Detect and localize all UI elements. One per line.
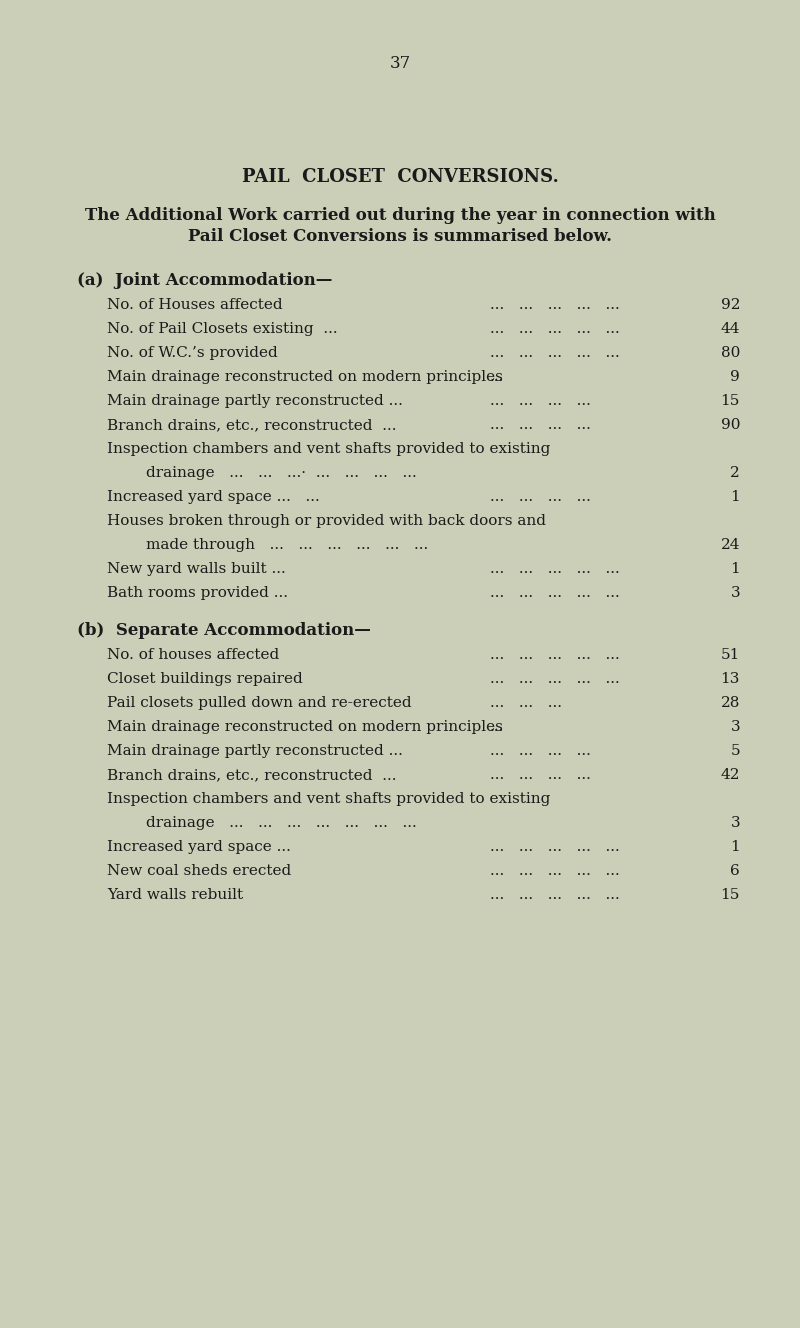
Text: 24: 24: [721, 538, 740, 552]
Text: Inspection chambers and vent shafts provided to existing: Inspection chambers and vent shafts prov…: [107, 442, 550, 456]
Text: ...   ...   ...   ...   ...: ... ... ... ... ...: [490, 841, 620, 854]
Text: 1: 1: [730, 841, 740, 854]
Text: 51: 51: [721, 648, 740, 661]
Text: ...   ...   ...   ...: ... ... ... ...: [490, 418, 591, 432]
Text: Increased yard space ...   ...: Increased yard space ... ...: [107, 490, 320, 505]
Text: Closet buildings repaired: Closet buildings repaired: [107, 672, 302, 687]
Text: ...   ...   ...   ...   ...: ... ... ... ... ...: [490, 321, 620, 336]
Text: 90: 90: [721, 418, 740, 432]
Text: 80: 80: [721, 347, 740, 360]
Text: Increased yard space ...: Increased yard space ...: [107, 841, 291, 854]
Text: ...   ...   ...   ...: ... ... ... ...: [490, 490, 591, 505]
Text: ...   ...   ...   ...: ... ... ... ...: [490, 744, 591, 758]
Text: 3: 3: [730, 815, 740, 830]
Text: Bath rooms provided ...: Bath rooms provided ...: [107, 586, 288, 600]
Text: 1: 1: [730, 562, 740, 576]
Text: 15: 15: [721, 888, 740, 902]
Text: No. of Houses affected: No. of Houses affected: [107, 297, 282, 312]
Text: ...   ...   ...   ...   ...: ... ... ... ... ...: [490, 648, 620, 661]
Text: (b)  Separate Accommodation—: (b) Separate Accommodation—: [77, 622, 371, 639]
Text: ...   ...   ...   ...   ...: ... ... ... ... ...: [490, 562, 620, 576]
Text: (a)  Joint Accommodation—: (a) Joint Accommodation—: [77, 272, 332, 290]
Text: ...   ...   ...   ...   ...: ... ... ... ... ...: [490, 347, 620, 360]
Text: Branch drains, etc., reconstructed  ...: Branch drains, etc., reconstructed ...: [107, 418, 397, 432]
Text: 3: 3: [730, 586, 740, 600]
Text: No. of W.C.’s provided: No. of W.C.’s provided: [107, 347, 278, 360]
Text: ...   ...   ...: ... ... ...: [490, 696, 562, 710]
Text: drainage   ...   ...   ...·  ...   ...   ...   ...: drainage ... ... ...· ... ... ... ...: [107, 466, 417, 479]
Text: 28: 28: [721, 696, 740, 710]
Text: Main drainage partly reconstructed ...: Main drainage partly reconstructed ...: [107, 394, 403, 408]
Text: Pail Closet Conversions is summarised below.: Pail Closet Conversions is summarised be…: [188, 228, 612, 244]
Text: The Additional Work carried out during the year in connection with: The Additional Work carried out during t…: [85, 207, 715, 224]
Text: Main drainage partly reconstructed ...: Main drainage partly reconstructed ...: [107, 744, 403, 758]
Text: made through   ...   ...   ...   ...   ...   ...: made through ... ... ... ... ... ...: [107, 538, 428, 552]
Text: 92: 92: [721, 297, 740, 312]
Text: 3: 3: [730, 720, 740, 734]
Text: drainage   ...   ...   ...   ...   ...   ...   ...: drainage ... ... ... ... ... ... ...: [107, 815, 417, 830]
Text: 1: 1: [730, 490, 740, 505]
Text: 37: 37: [390, 54, 410, 72]
Text: ...: ...: [490, 371, 504, 384]
Text: Main drainage reconstructed on modern principles: Main drainage reconstructed on modern pr…: [107, 371, 503, 384]
Text: Houses broken through or provided with back doors and: Houses broken through or provided with b…: [107, 514, 546, 529]
Text: New coal sheds erected: New coal sheds erected: [107, 865, 291, 878]
Text: Main drainage reconstructed on modern principles: Main drainage reconstructed on modern pr…: [107, 720, 503, 734]
Text: 2: 2: [730, 466, 740, 479]
Text: ...   ...   ...   ...   ...: ... ... ... ... ...: [490, 672, 620, 687]
Text: 9: 9: [730, 371, 740, 384]
Text: Inspection chambers and vent shafts provided to existing: Inspection chambers and vent shafts prov…: [107, 791, 550, 806]
Text: ...   ...   ...   ...   ...: ... ... ... ... ...: [490, 888, 620, 902]
Text: ...   ...   ...   ...   ...: ... ... ... ... ...: [490, 865, 620, 878]
Text: ...   ...   ...   ...   ...: ... ... ... ... ...: [490, 297, 620, 312]
Text: ...   ...   ...   ...: ... ... ... ...: [490, 768, 591, 782]
Text: 13: 13: [721, 672, 740, 687]
Text: New yard walls built ...: New yard walls built ...: [107, 562, 286, 576]
Text: 15: 15: [721, 394, 740, 408]
Text: No. of houses affected: No. of houses affected: [107, 648, 279, 661]
Text: Yard walls rebuilt: Yard walls rebuilt: [107, 888, 243, 902]
Text: No. of Pail Closets existing  ...: No. of Pail Closets existing ...: [107, 321, 338, 336]
Text: Pail closets pulled down and re-erected: Pail closets pulled down and re-erected: [107, 696, 412, 710]
Text: Branch drains, etc., reconstructed  ...: Branch drains, etc., reconstructed ...: [107, 768, 397, 782]
Text: 6: 6: [730, 865, 740, 878]
Text: PAIL  CLOSET  CONVERSIONS.: PAIL CLOSET CONVERSIONS.: [242, 169, 558, 186]
Text: 44: 44: [721, 321, 740, 336]
Text: 42: 42: [721, 768, 740, 782]
Text: ...   ...   ...   ...: ... ... ... ...: [490, 394, 591, 408]
Text: ...   ...   ...   ...   ...: ... ... ... ... ...: [490, 586, 620, 600]
Text: ...: ...: [490, 720, 504, 734]
Text: 5: 5: [730, 744, 740, 758]
